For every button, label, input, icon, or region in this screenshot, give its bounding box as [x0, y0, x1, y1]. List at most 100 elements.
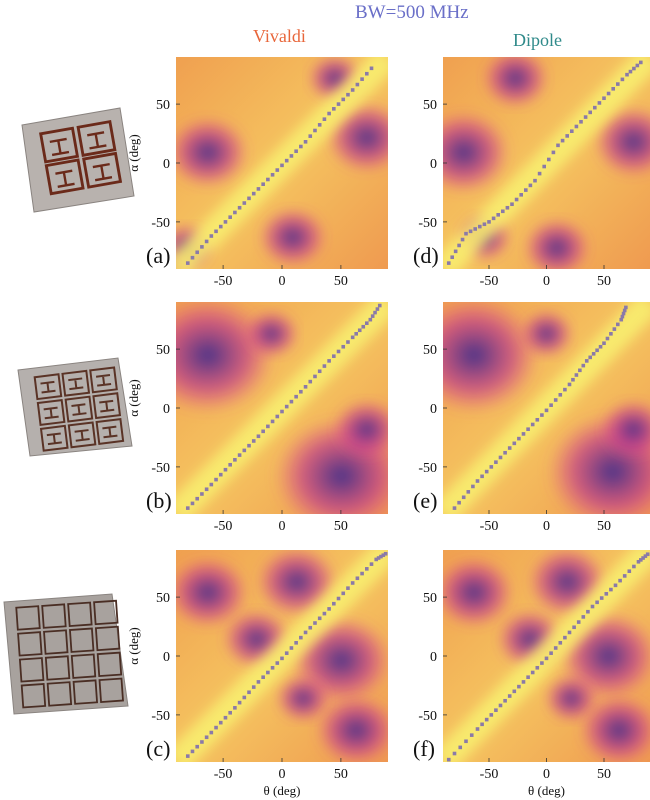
ridge-marker-e — [461, 495, 466, 500]
ridge-marker-c — [376, 556, 381, 560]
ridge-marker-f — [507, 694, 512, 698]
y-tick-label-d: 0 — [430, 157, 437, 172]
ridge-marker-f — [613, 583, 618, 588]
ridge-marker-e — [471, 484, 475, 489]
ridge-marker-a — [317, 123, 322, 127]
ridge-marker-d — [519, 193, 523, 197]
ridge-marker-a — [284, 158, 289, 163]
ridge-marker-d — [611, 87, 615, 91]
ridge-marker-f — [567, 630, 572, 635]
ridge-marker-f — [530, 670, 535, 675]
ridge-marker-d — [620, 77, 625, 82]
panel-label-d: (d) — [413, 243, 439, 268]
ridge-marker-f — [526, 675, 530, 679]
heatmap-low-region-a-0 — [176, 116, 249, 189]
ridge-marker-c — [355, 576, 360, 581]
ridge-marker-d — [574, 124, 579, 129]
ridge-marker-f — [590, 604, 595, 609]
ridge-marker-d — [570, 129, 574, 133]
sample-photo-4x4 — [3, 593, 129, 715]
y-tick-label-c: 50 — [156, 591, 170, 606]
ridge-marker-b — [209, 482, 214, 487]
ridge-marker-b — [299, 389, 303, 394]
y-tick-label-b: -50 — [151, 461, 170, 476]
heatmap-panel-e: -50 0 50 50 0 -50 (e) — [413, 302, 650, 534]
ridge-marker-a — [190, 255, 195, 260]
ridge-marker-d — [635, 63, 640, 68]
ridge-marker-d — [556, 143, 560, 148]
ridge-marker-e — [619, 317, 624, 322]
heatmap-panel-c: -50 0 50 50 0 -50 α (deg) θ (deg) (c) — [126, 550, 388, 798]
ridge-marker-a — [280, 163, 284, 168]
ridge-marker-f — [645, 552, 650, 557]
heatmap-high-band-a — [176, 57, 388, 269]
ridge-marker-d — [597, 101, 602, 105]
y-tick-label-d: 50 — [423, 98, 437, 113]
ridge-marker-b — [284, 404, 289, 409]
x-tick-label-b: -50 — [214, 519, 233, 534]
ridge-marker-b — [375, 307, 380, 311]
ridge-marker-c — [209, 730, 214, 735]
ridge-marker-c — [204, 735, 209, 740]
ridge-marker-d — [524, 188, 528, 192]
ridge-marker-e — [571, 377, 575, 382]
ridge-marker-d — [583, 115, 588, 119]
ridge-marker-c — [374, 557, 379, 562]
ridge-marker-e — [480, 474, 484, 479]
ridge-marker-c — [383, 551, 388, 556]
ridge-marker-c — [261, 675, 265, 679]
ridge-marker-e — [466, 490, 471, 494]
ridge-marker-f — [627, 569, 632, 573]
ridge-marker-b — [233, 458, 237, 462]
ridge-marker-e — [602, 341, 606, 346]
heatmap-panel-b: -50 0 50 50 0 -50 α (deg) (b) — [126, 302, 388, 534]
heatmap-high-band-e — [443, 302, 650, 514]
heatmap-low-region-c-4 — [176, 556, 249, 629]
heatmap-panel-a: -50 0 50 50 0 -50 α (deg) (a) — [126, 57, 388, 289]
ridge-marker-a — [266, 177, 270, 182]
ridge-marker-d — [632, 66, 636, 71]
ridge-marker-c — [346, 586, 350, 590]
ridge-marker-c — [308, 625, 313, 630]
ridge-marker-e — [574, 373, 579, 377]
x-tick-label-d: -50 — [480, 274, 499, 289]
ridge-marker-b — [373, 310, 377, 315]
ridge-marker-e — [475, 479, 480, 483]
x-tick-label-e: 50 — [597, 519, 611, 534]
ridge-marker-f — [549, 651, 553, 655]
ridge-marker-b — [336, 349, 341, 354]
ridge-marker-f — [494, 708, 498, 712]
ridge-marker-a — [251, 191, 256, 196]
ridge-marker-f — [484, 717, 489, 722]
ridge-marker-b — [247, 443, 251, 448]
y-tick-label-f: -50 — [418, 709, 437, 724]
ridge-marker-a — [247, 196, 251, 201]
ridge-marker-a — [223, 220, 228, 224]
y-tick-label-c: -50 — [151, 709, 170, 724]
ridge-marker-b — [368, 317, 373, 322]
ridge-marker-e — [620, 314, 625, 319]
ridge-marker-f — [576, 620, 581, 624]
ridge-marker-a — [327, 111, 331, 116]
ridge-marker-e — [521, 432, 526, 436]
ridge-marker-e — [457, 500, 461, 505]
ridge-marker-d — [453, 249, 458, 254]
ridge-marker-c — [289, 646, 294, 650]
ridge-marker-e — [591, 352, 596, 356]
ridge-marker-e — [494, 460, 498, 464]
ridge-marker-b — [218, 472, 223, 477]
ridge-marker-f — [563, 635, 567, 640]
ridge-marker-e — [517, 436, 521, 441]
ridge-marker-f — [581, 615, 586, 619]
ridge-marker-d — [514, 197, 519, 202]
ridge-marker-b — [322, 364, 327, 368]
ridge-marker-d — [528, 183, 533, 188]
ridge-marker-d — [457, 243, 461, 248]
ridge-marker-f — [604, 592, 609, 596]
x-tick-label-b: 0 — [279, 519, 286, 534]
ridge-marker-f — [475, 727, 480, 731]
ridge-marker-f — [503, 698, 507, 703]
ridge-marker-c — [381, 553, 386, 557]
ridge-marker-d — [565, 134, 569, 138]
